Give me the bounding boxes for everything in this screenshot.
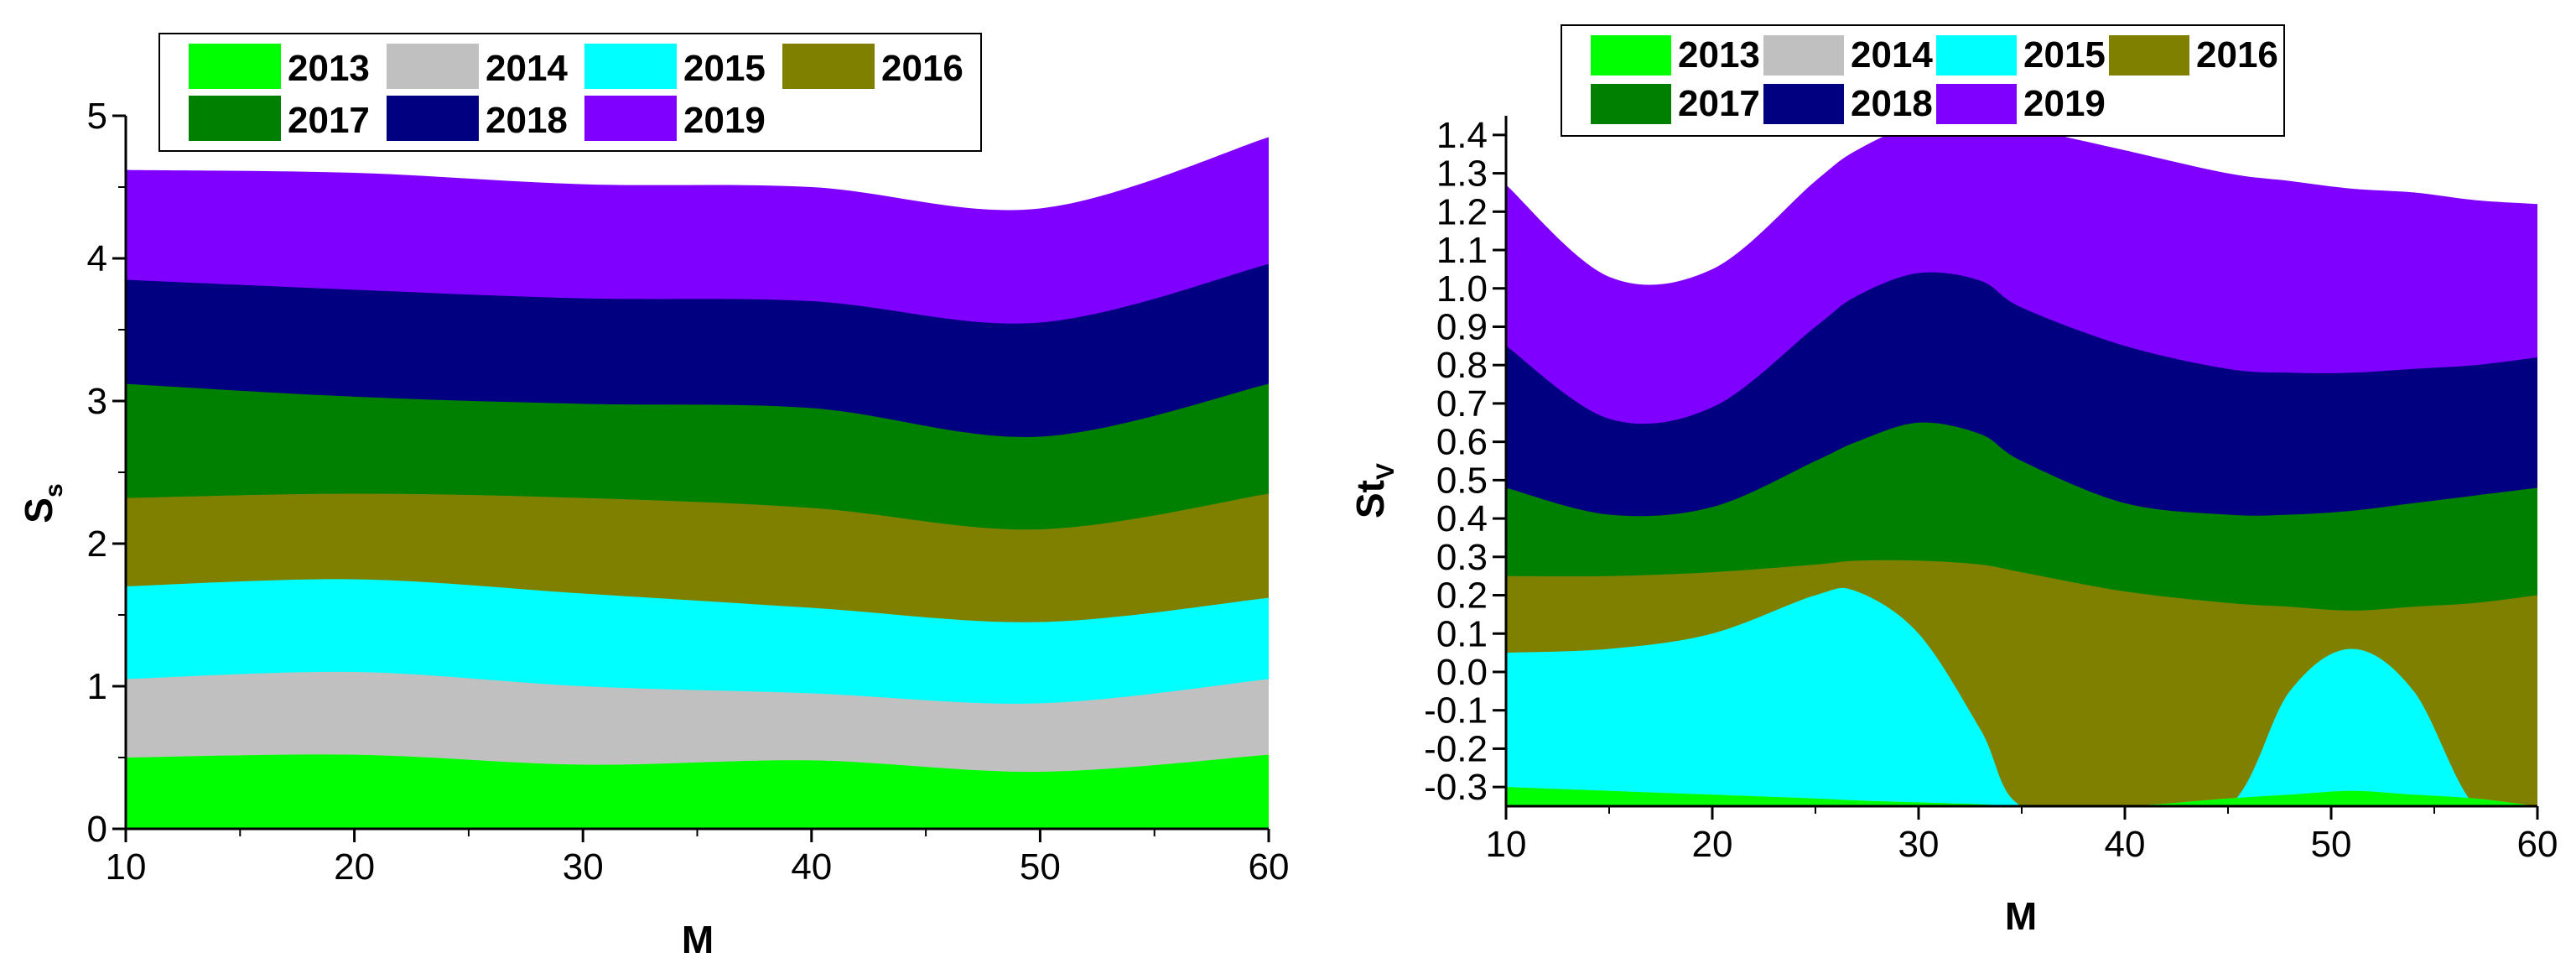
- chart-left-y-tick-label: 5: [87, 96, 107, 137]
- chart-left-legend: 2013 2014 2015 2016 2017 2018 2019: [158, 33, 982, 152]
- chart-right-area-2013: [1506, 787, 2537, 806]
- chart-right-legend-swatch-2017: [1591, 84, 1671, 124]
- chart-left-legend-label-2016: 2016: [881, 48, 963, 89]
- chart-left-x-tick-label: 10: [106, 846, 147, 888]
- chart-left-legend-swatch-2013: [189, 44, 281, 89]
- chart-right-areas: [1506, 119, 2537, 806]
- chart-left-x-tick-label: 20: [334, 846, 375, 888]
- chart-left-legend-label-2018: 2018: [486, 100, 568, 141]
- chart-left-y-tick-label: 1: [87, 666, 107, 707]
- chart-right-y-tick-label: 1.2: [1436, 191, 1488, 232]
- chart-right-x-tick-label: 50: [2311, 824, 2352, 865]
- chart-right-legend: 2013 2014 2015 2016 2017 2018 2019: [1561, 24, 2285, 137]
- chart-left-axes: 10 20 30 40 50 60 0 1 2 3 4 5: [87, 96, 1290, 888]
- chart-right-x-tick-label: 10: [1486, 824, 1527, 865]
- chart-right-legend-label-2016: 2016: [2196, 34, 2278, 76]
- chart-left-legend-label-2019: 2019: [683, 100, 766, 141]
- chart-left-legend-swatch-2019: [584, 96, 677, 141]
- chart-right-x-axis-title: M: [2005, 894, 2037, 938]
- chart-right-legend-swatch-2013: [1591, 35, 1671, 76]
- chart-right-y-tick-label: 0.0: [1436, 652, 1488, 693]
- chart-right-y-tick-label: 0.6: [1436, 422, 1488, 463]
- chart-left-x-tick-label: 60: [1249, 846, 1290, 888]
- chart-right-legend-label-2017: 2017: [1678, 83, 1760, 124]
- chart-right-legend-label-2019: 2019: [2023, 83, 2106, 124]
- chart-right-x-tick-label: 60: [2517, 824, 2558, 865]
- chart-right-y-tick-label: 0.4: [1436, 498, 1488, 539]
- chart-left-x-axis-title: M: [682, 918, 714, 961]
- chart-left-area-2013: [126, 754, 1269, 829]
- chart-left-x-tick-label: 30: [563, 846, 604, 888]
- chart-right-y-tick-label: 0.3: [1436, 537, 1488, 578]
- chart-left-areas: [126, 137, 1269, 829]
- chart-left-legend-swatch-2018: [387, 96, 479, 141]
- chart-right-y-tick-label: 1.0: [1436, 268, 1488, 310]
- chart-right-y-tick-label: -0.2: [1424, 728, 1488, 769]
- chart-left-y-tick-label: 3: [87, 381, 107, 422]
- chart-right-legend-label-2013: 2013: [1678, 34, 1760, 76]
- chart-right-x-tick-label: 30: [1898, 824, 1940, 865]
- chart-right-axes: 10 20 30 40 50 60-0.3-0.2-0.10.00.10.20.30.40…: [1424, 115, 2558, 865]
- chart-left-legend-label-2015: 2015: [683, 48, 766, 89]
- chart-right-y-tick-label: 0.7: [1436, 383, 1488, 424]
- chart-left-y-tick-label: 4: [87, 238, 107, 279]
- chart-right-y-tick-label: -0.3: [1424, 767, 1488, 808]
- chart-left-legend-label-2013: 2013: [288, 48, 370, 89]
- chart-right-y-axis-title: StV: [1348, 463, 1400, 518]
- chart-right-legend-swatch-2016: [2109, 35, 2189, 76]
- chart-right-legend-swatch-2018: [1763, 84, 1844, 124]
- chart-right-legend-swatch-2015: [1936, 35, 2017, 76]
- chart-left-legend-label-2017: 2017: [288, 100, 370, 141]
- chart-right-y-tick-label: 0.8: [1436, 345, 1488, 386]
- chart-right-legend-swatch-2019: [1936, 84, 2017, 124]
- chart-right: 10 20 30 40 50 60-0.3-0.2-0.10.00.10.20.30.40…: [1348, 24, 2558, 938]
- chart-right-y-tick-label: -0.1: [1424, 690, 1488, 732]
- chart-right-y-tick-label: 1.3: [1436, 154, 1488, 195]
- chart-right-y-tick-label: 0.5: [1436, 460, 1488, 501]
- chart-right-area-2015: [1506, 587, 2537, 806]
- chart-left-y-tick-label: 2: [87, 523, 107, 565]
- chart-left-y-axis-title: Ss: [17, 483, 68, 523]
- chart-left-legend-swatch-2017: [189, 96, 281, 141]
- chart-right-y-tick-label: 0.9: [1436, 306, 1488, 347]
- chart-right-legend-label-2014: 2014: [1851, 34, 1933, 76]
- chart-left-legend-swatch-2015: [584, 44, 677, 89]
- chart-right-y-tick-label: 0.2: [1436, 575, 1488, 617]
- chart-left-x-tick-label: 40: [791, 846, 832, 888]
- chart-right-x-tick-label: 40: [2105, 824, 2146, 865]
- chart-right-y-tick-label: 1.4: [1436, 115, 1488, 156]
- chart-right-x-tick-label: 20: [1692, 824, 1733, 865]
- chart-right-y-tick-label: 1.1: [1436, 230, 1488, 271]
- chart-left-y-tick-label: 0: [87, 809, 107, 850]
- chart-right-legend-swatch-2014: [1763, 35, 1844, 76]
- chart-right-legend-label-2015: 2015: [2023, 34, 2106, 76]
- chart-left-x-tick-label: 50: [1020, 846, 1061, 888]
- chart-right-legend-label-2018: 2018: [1851, 83, 1933, 124]
- chart-left-legend-label-2014: 2014: [486, 48, 568, 89]
- chart-right-y-tick-label: 0.1: [1436, 613, 1488, 654]
- chart-left: 10 20 30 40 50 60 0 1 2 3 4 5 M Ss 2013 2014 2015 2016…: [17, 33, 1290, 961]
- chart-left-legend-swatch-2016: [782, 44, 875, 89]
- chart-left-legend-swatch-2014: [387, 44, 479, 89]
